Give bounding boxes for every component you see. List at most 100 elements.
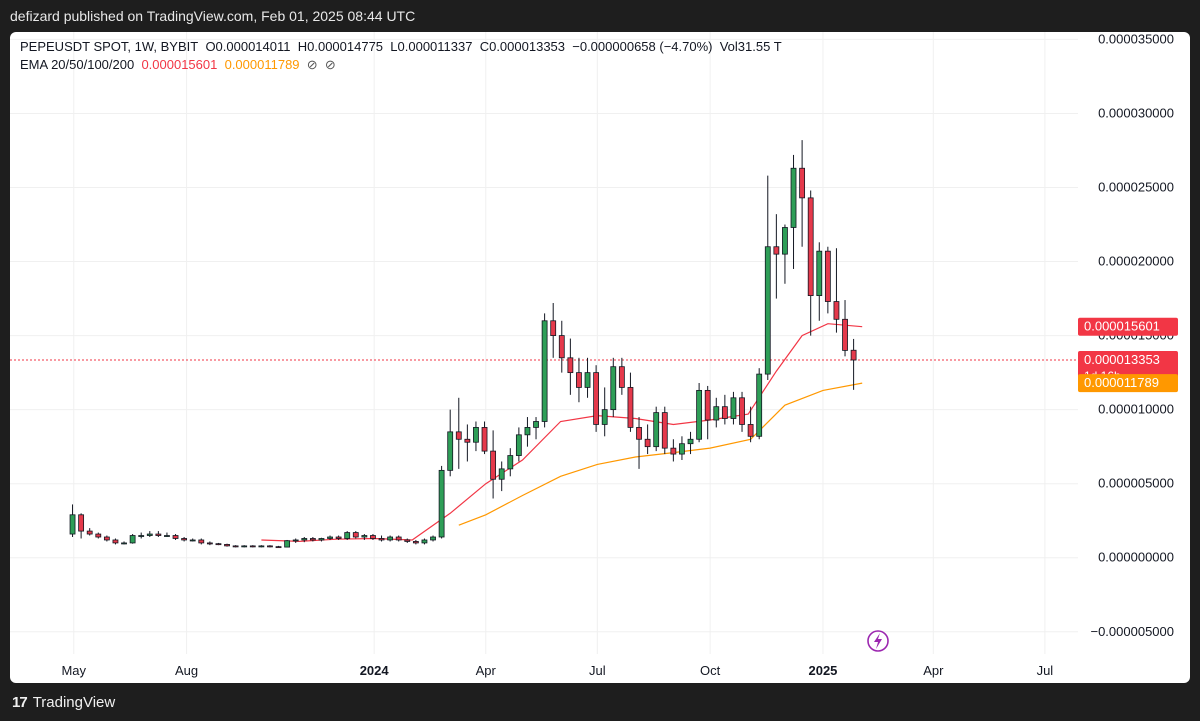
close-value: C0.000013353 (479, 39, 566, 54)
candle-body (146, 533, 153, 536)
candle-body (490, 450, 497, 480)
ema100-hidden-icon: ⊘ (306, 57, 318, 72)
candle (790, 154, 797, 269)
candle (378, 535, 385, 542)
candlestick-chart[interactable]: 0.000035000 0.000030000 0.000025000 0.00002… (10, 32, 1190, 683)
candle (618, 357, 625, 395)
symbol-label[interactable]: PEPEUSDT SPOT, 1W, BYBIT (20, 39, 199, 54)
candle (206, 541, 213, 546)
candle-body (421, 539, 428, 544)
ema-label[interactable]: EMA 20/50/100/200 (20, 57, 135, 72)
ema20-line (261, 323, 863, 543)
high-value: H0.000014775 (297, 39, 384, 54)
candle (704, 385, 711, 440)
candle-body (601, 409, 608, 425)
candle-body (181, 538, 188, 541)
candle-body (584, 372, 591, 388)
candle-body (395, 536, 402, 541)
chart-panel[interactable]: 0.000035000 0.000030000 0.000025000 0.00002… (10, 32, 1190, 683)
candle (309, 537, 316, 542)
candle (824, 246, 831, 314)
x-tick-label: Apr (923, 663, 944, 678)
candle-body (249, 545, 256, 548)
candle (335, 535, 342, 540)
candle-body (224, 544, 230, 547)
candle-body (412, 541, 419, 544)
candle (412, 539, 419, 545)
y-tick-label: 0.000030000 (1098, 105, 1174, 120)
candle-body (842, 318, 848, 351)
lightning-icon[interactable] (867, 630, 889, 652)
candle (782, 224, 788, 284)
publish-info: defizard published on TradingView.com, F… (10, 8, 416, 24)
candle (670, 439, 677, 462)
candle (258, 545, 265, 548)
candle-body (69, 514, 76, 535)
candle-body (404, 539, 411, 542)
candle (138, 532, 145, 539)
candle (155, 531, 162, 538)
candle (550, 303, 557, 358)
candle (593, 365, 600, 432)
candle (249, 545, 256, 548)
candle (653, 406, 660, 452)
candle-body (610, 366, 617, 411)
candle (232, 545, 239, 548)
candle (601, 387, 608, 437)
candle (610, 357, 617, 418)
candle (430, 535, 436, 542)
low-value: L0.000011337 (390, 39, 473, 54)
candle (438, 465, 445, 539)
open-value: O0.000014011 (205, 39, 291, 54)
x-tick-label: Aug (175, 663, 198, 678)
candle (172, 534, 179, 540)
tradingview-logo[interactable]: 17 TradingView (12, 694, 115, 711)
candle (713, 397, 720, 428)
candle (370, 534, 376, 540)
candle-body (387, 536, 394, 541)
x-tick-label: Jul (589, 663, 606, 678)
candle (387, 535, 394, 542)
candle (833, 248, 840, 333)
candle-body (687, 438, 694, 445)
candle (799, 140, 806, 247)
footer-bar: 17 TradingView (0, 683, 1200, 721)
candle-body (438, 469, 445, 538)
candle-body (455, 431, 462, 440)
ema200-hidden-icon: ⊘ (324, 57, 336, 72)
candle-body (129, 535, 136, 544)
y-tick-label: −0.000005000 (1090, 624, 1174, 639)
candle-body (721, 406, 728, 419)
candle (730, 391, 737, 425)
candle (69, 504, 76, 538)
candle-body (541, 320, 548, 422)
candle (224, 543, 230, 547)
candle-body (653, 412, 660, 448)
candle (756, 368, 763, 440)
y-tick-label: 0.000005000 (1098, 476, 1174, 491)
candle (807, 190, 814, 336)
candle (198, 538, 205, 545)
candle-body (550, 320, 557, 336)
candle-body (361, 535, 368, 538)
x-axis: May Aug 2024 Apr Jul Oct 2025 Apr Jul (61, 663, 1053, 678)
candle-body (318, 538, 325, 541)
ema20-value: 0.000015601 (141, 57, 218, 72)
x-tick-label: 2024 (360, 663, 390, 678)
candle (301, 537, 308, 543)
candle-body (850, 349, 857, 361)
candle (455, 397, 462, 469)
candle (421, 538, 428, 545)
ema-lines (261, 323, 863, 543)
candle (696, 382, 703, 443)
candle (636, 417, 642, 469)
candle (515, 427, 522, 462)
candle-body (198, 539, 205, 544)
y-tick-label: 0.000020000 (1098, 254, 1174, 269)
candle (112, 538, 119, 545)
candle (533, 417, 539, 440)
candle-body (558, 335, 565, 359)
candle-body (756, 373, 763, 437)
price-label-value: 0.000013353 (1084, 352, 1160, 367)
